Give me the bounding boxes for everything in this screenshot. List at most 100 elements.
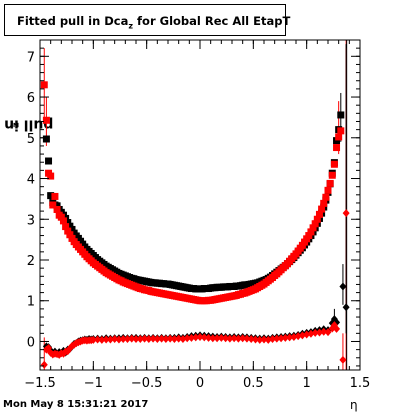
plot-frame [39, 39, 361, 371]
data-point [64, 219, 72, 227]
data-point [222, 334, 230, 343]
data-point [42, 135, 50, 143]
data-point [311, 328, 319, 337]
data-point [47, 172, 55, 180]
y-tick-label: 7 [27, 50, 35, 65]
data-point [307, 228, 315, 236]
data-point [40, 81, 48, 89]
data-point [251, 335, 259, 344]
data-point [119, 335, 127, 344]
data-point [337, 111, 345, 119]
data-point [322, 193, 330, 201]
data-point [313, 215, 321, 223]
data-point [149, 334, 157, 343]
data-point [339, 282, 347, 291]
data-point [196, 333, 204, 341]
data-point [209, 334, 217, 343]
data-point [333, 137, 341, 145]
data-point [47, 192, 55, 200]
x-tick-label: 1 [303, 376, 311, 391]
data-point [326, 179, 334, 187]
footer-timestamp: Mon May 8 15:31:21 2017 [3, 399, 149, 410]
data-point [328, 171, 336, 179]
data-point [49, 201, 57, 209]
chart-title: Fitted pull in Dcaz for Global Rec All E… [17, 14, 290, 30]
data-point [315, 210, 323, 218]
data-point [286, 333, 294, 342]
data-point [290, 333, 298, 341]
data-point [333, 324, 341, 333]
data-point [243, 334, 251, 343]
chart-title-box: Fitted pull in Dcaz for Global Rec All E… [4, 4, 290, 36]
data-point [115, 335, 123, 344]
data-point [256, 335, 264, 344]
data-point [111, 335, 119, 344]
data-point [217, 333, 225, 342]
data-point [132, 335, 140, 344]
series-0 [42, 111, 345, 293]
data-point [53, 202, 61, 210]
data-point [40, 360, 48, 369]
data-point [57, 213, 65, 221]
data-point [141, 334, 149, 343]
y-tick-label: 2 [27, 254, 35, 269]
data-point [45, 157, 53, 165]
data-point [320, 327, 328, 336]
data-point [226, 334, 234, 343]
data-point [234, 334, 242, 343]
data-point [62, 223, 70, 231]
data-point [59, 217, 67, 225]
data-point [64, 227, 72, 235]
data-point [339, 355, 347, 364]
data-point [307, 329, 315, 338]
data-point [53, 205, 61, 213]
data-point [330, 160, 338, 168]
data-point [318, 205, 326, 213]
x-tick-label: 1.5 [350, 376, 371, 391]
data-point [158, 334, 166, 343]
data-point [230, 334, 238, 343]
data-point [136, 335, 144, 344]
data-point [102, 335, 110, 344]
data-point [66, 231, 74, 239]
data-point [205, 333, 213, 342]
chart-title-rest: for Global Rec All EtapT [133, 14, 291, 28]
data-point [192, 333, 200, 342]
data-point [170, 335, 178, 344]
data-point [153, 335, 161, 344]
data-point [342, 303, 350, 312]
data-point [89, 335, 97, 344]
data-point [333, 144, 341, 152]
x-axis-label: η [350, 398, 358, 412]
data-point [315, 328, 323, 337]
y-tick-label: 1 [27, 295, 35, 310]
data-point [320, 199, 328, 207]
data-point [324, 186, 332, 194]
series-1 [40, 81, 345, 305]
series-2 [42, 282, 350, 358]
y-tick-label: 4 [27, 173, 35, 188]
data-point [200, 333, 208, 342]
data-point [294, 332, 302, 341]
y-tick-label: 0 [27, 335, 35, 350]
chart-title-main: Fitted pull in Dca [17, 14, 129, 28]
data-point [98, 335, 106, 344]
data-point [145, 335, 153, 344]
data-point [281, 333, 289, 342]
series-3 [40, 209, 350, 369]
data-point [324, 328, 332, 337]
data-point [175, 334, 183, 343]
data-point [128, 334, 136, 343]
data-point [94, 335, 102, 344]
data-point [305, 232, 313, 240]
data-point [264, 335, 272, 344]
data-point [106, 335, 114, 344]
chart-title-subscript: z [128, 21, 134, 31]
data-point [269, 335, 277, 344]
x-tick-label: −1 [84, 376, 103, 391]
y-tick-label: 3 [27, 213, 35, 228]
data-point [42, 116, 50, 124]
data-point [183, 334, 191, 343]
x-tick-label: 0 [196, 376, 204, 391]
